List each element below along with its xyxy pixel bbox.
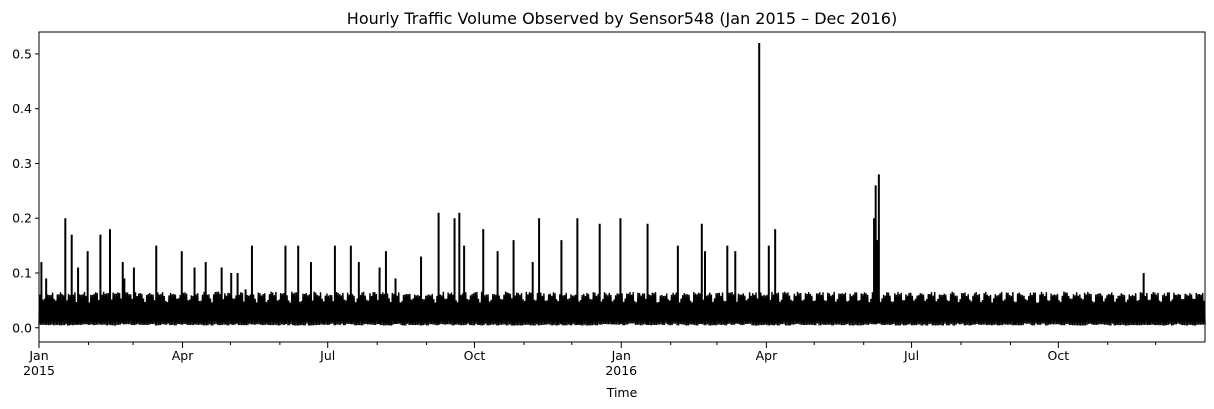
chart-title: Hourly Traffic Volume Observed by Sensor… (347, 9, 897, 28)
x-tick-label: Oct (1047, 348, 1069, 363)
x-tick-year-label: 2015 (23, 363, 55, 378)
x-tick-label: Jul (319, 348, 335, 363)
x-axis-label: Time (606, 385, 638, 400)
plot-area (38, 42, 1206, 326)
x-tick-label: Apr (172, 348, 194, 363)
x-tick-label: Apr (756, 348, 778, 363)
plot-frame (38, 31, 1206, 343)
y-tick-label: 0.2 (12, 211, 32, 226)
y-tick-label: 0.0 (12, 320, 32, 335)
y-tick-label: 0.4 (12, 101, 32, 116)
y-axis: 0.0 0.1 0.2 0.3 0.4 0.5 (12, 46, 39, 335)
y-tick-label: 0.3 (12, 156, 32, 171)
x-tick-label: Jan (611, 348, 631, 363)
x-tick-year-label: 2016 (605, 363, 637, 378)
y-tick-label: 0.5 (12, 46, 32, 61)
x-tick-label: Jul (903, 348, 919, 363)
x-tick-label: Jan (28, 348, 48, 363)
series-line-baseline (38, 291, 1206, 326)
x-tick-label: Oct (464, 348, 486, 363)
y-tick-label: 0.1 (12, 265, 32, 280)
